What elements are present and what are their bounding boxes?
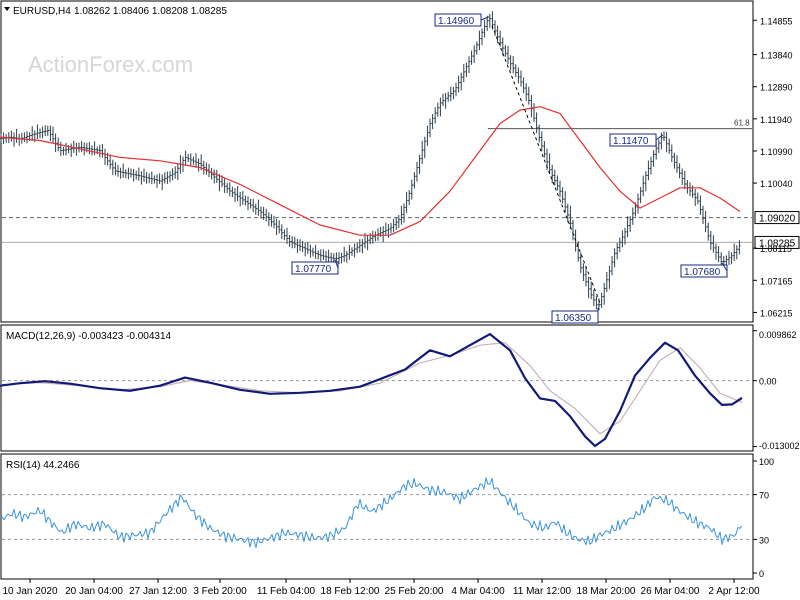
price-annotation-label: 1.14960 [438, 16, 475, 27]
price-axis: 1.14855 1.13840 1.12890 1.11940 1.10990 1.100… [753, 16, 800, 318]
price-tag-label: 1.08285 [759, 238, 796, 249]
price-axis-label: 1.12890 [760, 83, 793, 93]
watermark: ActionForex.com [28, 52, 193, 77]
macd-axis-label: 0.00 [759, 377, 777, 387]
price-axis-label: 1.10040 [760, 179, 793, 189]
price-annotation-label: 1.07680 [684, 267, 721, 278]
rsi-axis-label: 0 [759, 569, 764, 579]
price-axis-label: 1.07165 [760, 276, 793, 286]
rsi-axis-label: 100 [759, 457, 774, 467]
price-tag-box [754, 211, 800, 225]
price-annotation-connector [721, 262, 728, 272]
macd-axis-label: 0.009862 [759, 330, 797, 340]
macd-axis: 0.009862 0.00 -0.013002 [753, 330, 800, 451]
rsi-title: RSI(14) 44.2466 [6, 460, 80, 471]
price-axis-label: 1.13840 [760, 51, 793, 61]
rsi-line [0, 477, 743, 549]
time-axis-label: 10 Jan 2020 [2, 586, 57, 597]
macd-title: MACD(12,26,9) -0.003423 -0.004314 [6, 331, 172, 342]
rsi-panel [0, 453, 754, 580]
price-axis-label: 1.10990 [760, 147, 793, 157]
time-axis-label: 11 Mar 12:00 [513, 586, 572, 597]
time-axis: 10 Jan 2020 20 Jan 04:00 27 Jan 12:00 3 Feb… [2, 579, 760, 597]
time-axis-label: 18 Mar 20:00 [577, 586, 636, 597]
ohlc-values: 1.08262 1.08406 1.08208 1.08285 [74, 6, 227, 17]
symbol-title: EURUSD,H4 [13, 6, 71, 17]
price-axis-label: 1.14855 [760, 16, 793, 26]
price-tag-label: 1.09020 [759, 214, 796, 225]
macd-signal-line [0, 342, 743, 435]
macd-panel [0, 324, 754, 452]
price-bars [0, 11, 741, 311]
price-annotation-label: 1.11470 [613, 136, 649, 147]
moving-average-line [0, 106, 741, 236]
price-annotation-connector [334, 259, 339, 269]
price-lines [0, 25, 741, 303]
rsi-axis-label: 30 [759, 535, 769, 545]
time-axis-label: 4 Mar 04:00 [451, 586, 505, 597]
time-axis-label: 27 Jan 12:00 [129, 586, 187, 597]
time-axis-label: 26 Mar 04:00 [641, 586, 700, 597]
macd-line [0, 333, 743, 448]
macd-layer [0, 333, 752, 448]
rsi-axis-label: 70 [759, 491, 769, 501]
collapse-triangle-icon [4, 7, 10, 11]
trend-dashed-line [491, 25, 601, 303]
price-annotation-connector [655, 134, 664, 141]
price-annotation-label: 1.07770 [295, 264, 332, 275]
macd-axis-label: -0.013002 [759, 441, 800, 451]
price-axis-label: 1.11940 [760, 115, 792, 125]
fib-61-8-label: 61.8 [734, 119, 750, 128]
price-header: EURUSD,H4 1.08262 1.08406 1.08208 1.0828… [4, 6, 227, 17]
time-axis-label: 20 Jan 04:00 [65, 586, 123, 597]
price-axis-label: 1.06215 [760, 308, 793, 318]
rsi-layer [0, 477, 752, 549]
time-axis-label: 3 Feb 20:00 [193, 586, 247, 597]
time-axis-label: 18 Feb 12:00 [321, 586, 380, 597]
price-axis-label: 1.08115 [760, 244, 792, 254]
time-axis-label: 2 Apr 12:00 [708, 586, 760, 597]
time-axis-label: 11 Feb 04:00 [257, 586, 316, 597]
time-axis-label: 25 Feb 20:00 [385, 586, 444, 597]
price-tag-box [754, 235, 800, 249]
price-annotation-connector [480, 16, 490, 21]
price-annotations: 1.14960 1.07770 1.06350 1.11470 1.07680 [291, 13, 728, 324]
price-annotation-label: 1.06350 [555, 313, 592, 324]
price-panel [0, 0, 754, 323]
rsi-axis: 100 70 30 0 [753, 457, 774, 579]
